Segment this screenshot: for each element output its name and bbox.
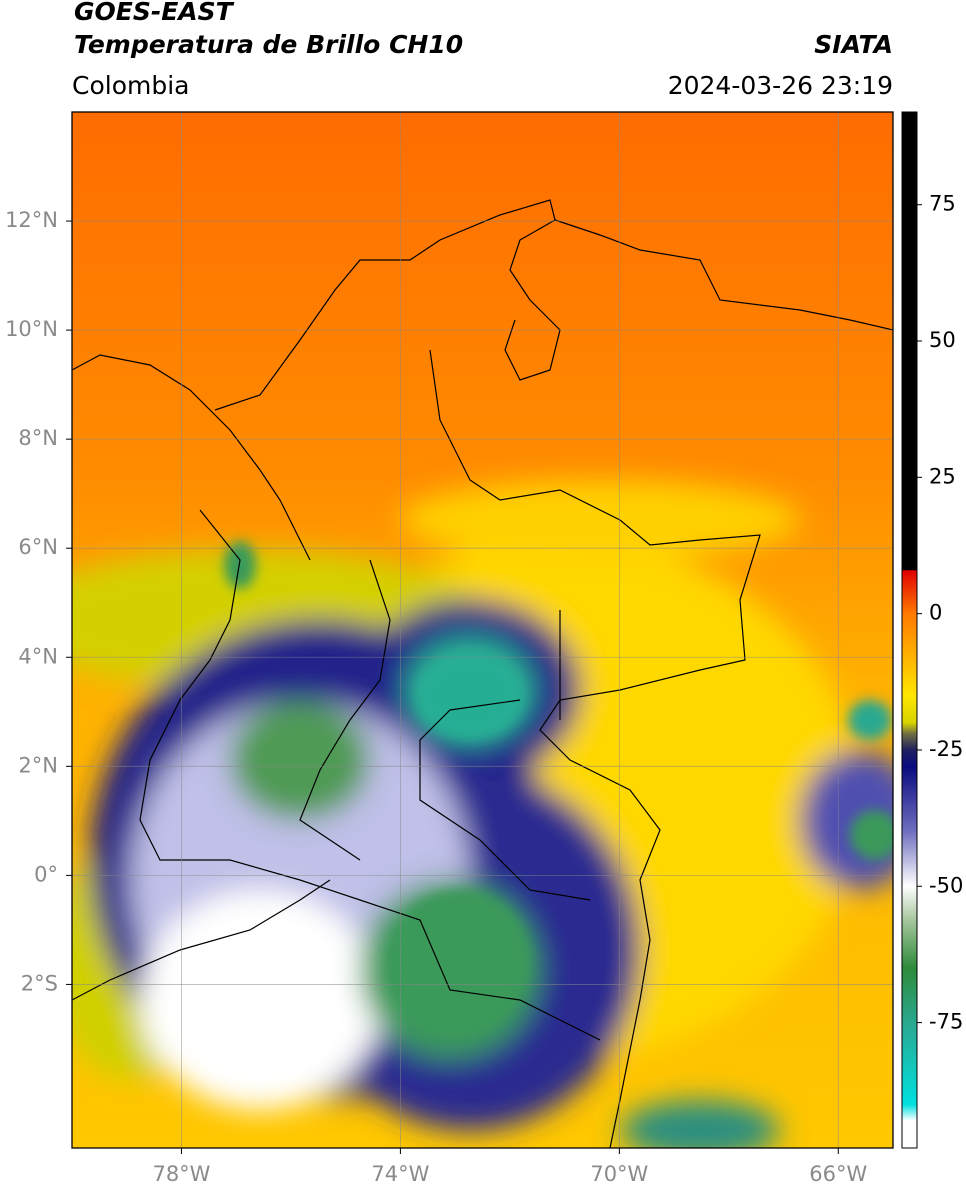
- source: SIATA: [814, 30, 893, 59]
- colorbar: [901, 111, 918, 1149]
- graticule: [72, 112, 893, 1148]
- y-tick-label: 10°N: [5, 317, 58, 341]
- title: GOES-EAST: [74, 0, 235, 26]
- x-tick-label: 74°W: [371, 1162, 429, 1186]
- y-tick-label: 2°S: [21, 971, 58, 995]
- y-tick-label: 2°N: [18, 753, 58, 777]
- x-tick-label: 66°W: [809, 1162, 867, 1186]
- datetime: 2024-03-26 23:19: [668, 71, 893, 100]
- subtitle: Temperatura de Brillo CH10: [74, 30, 463, 59]
- x-tick-label: 78°W: [152, 1162, 210, 1186]
- borders: [72, 199, 893, 1148]
- y-tick-label: 6°N: [18, 535, 58, 559]
- y-tick-label: 4°N: [18, 644, 58, 668]
- y-tick-label: 12°N: [5, 208, 58, 232]
- colorbar-tick-label: -75: [929, 1010, 963, 1034]
- colorbar-tick-label: 75: [929, 192, 956, 216]
- colorbar-tick-label: -50: [929, 873, 963, 897]
- x-tick-label: 70°W: [590, 1162, 648, 1186]
- y-tick-label: 0°: [34, 862, 58, 886]
- colorbar-tick-label: 50: [929, 328, 956, 352]
- satellite-image: [72, 112, 893, 1148]
- map-frame: [71, 111, 894, 1149]
- colorbar-tick-label: 0: [929, 601, 942, 625]
- y-tick-label: 8°N: [18, 426, 58, 450]
- region: Colombia: [72, 71, 189, 100]
- colorbar-tick-label: -25: [929, 737, 963, 761]
- colorbar-tick-label: 25: [929, 464, 956, 488]
